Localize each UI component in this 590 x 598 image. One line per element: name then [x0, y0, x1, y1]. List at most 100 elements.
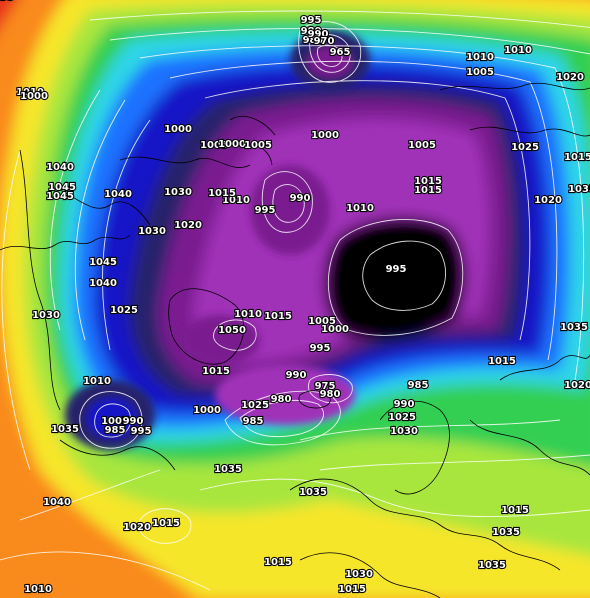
- isobar-label: 1015: [202, 366, 230, 377]
- isobar-label: 1010: [24, 584, 52, 595]
- coast-north-america: [0, 234, 131, 251]
- coast-hudson: [59, 189, 151, 226]
- isobar: [239, 400, 324, 437]
- coast-europe-south: [299, 552, 441, 598]
- isobar-label: 1000: [164, 124, 192, 135]
- isobar-label: 1005: [244, 140, 272, 151]
- isobar-label: 1035: [51, 424, 79, 435]
- isobar: [102, 119, 151, 351]
- isobar-label: 1020: [564, 380, 590, 391]
- isobar: [224, 390, 341, 446]
- isobar-label: 1020: [174, 220, 202, 231]
- isobar-label: 1005: [200, 140, 228, 151]
- isobar: [139, 45, 585, 381]
- isobar-label: 1015: [414, 185, 442, 196]
- isobar-label: 1015: [208, 188, 236, 199]
- isobar-label: 975: [315, 381, 336, 392]
- coast-north-america-west: [19, 149, 61, 411]
- isobar-label: 1010: [504, 45, 532, 56]
- isobar-label: 970: [314, 36, 335, 47]
- isobar-label: 1050: [218, 325, 246, 336]
- coast-scandinavia: [379, 401, 450, 495]
- isobar-label: 1000: [20, 91, 48, 102]
- isobar-label: 1010: [16, 87, 44, 98]
- isobar-label: 1040: [104, 189, 132, 200]
- isobar-label: 1025: [241, 400, 269, 411]
- isobar-label: 995: [310, 343, 331, 354]
- isobar: [138, 508, 192, 544]
- isobar: [49, 89, 101, 331]
- isobar-label: 1000: [321, 324, 349, 335]
- low-patch-greenland-sea: [215, 365, 355, 425]
- isobar-label: 1015: [564, 152, 590, 163]
- isobar-label: 1040: [89, 278, 117, 289]
- isobar-label: 1015: [264, 311, 292, 322]
- isobar-label: 1045: [48, 182, 76, 193]
- isobar-label: 985: [408, 380, 429, 391]
- isobar-lines: [0, 10, 590, 591]
- isobar-label: 990: [290, 193, 311, 204]
- isobar-label: 985: [303, 35, 324, 46]
- isobar: [204, 80, 531, 341]
- isobar-label: 1025: [388, 412, 416, 423]
- low-patch-aleutian-core: [308, 47, 352, 77]
- isobar: [109, 28, 590, 55]
- band-core-low: [324, 217, 466, 340]
- isobar-label: 1010: [222, 195, 250, 206]
- isobar-label: 1030: [164, 187, 192, 198]
- isobar-label: 1015: [338, 584, 366, 595]
- isobar-label: 985: [105, 425, 126, 436]
- isobar-label: 1020: [534, 195, 562, 206]
- isobar-label: 990: [308, 29, 329, 40]
- isobar-label: 1015: [488, 356, 516, 367]
- isobar-label: 990: [286, 370, 307, 381]
- isobar: [79, 391, 143, 449]
- isobar-label: 1035: [299, 487, 327, 498]
- isobar-label: 1000: [193, 405, 221, 416]
- isobar-label: 1010: [346, 203, 374, 214]
- isobar-label: 990: [123, 416, 144, 427]
- isobar-label: 1015: [264, 557, 292, 568]
- isobar: [213, 319, 257, 351]
- isobar: [362, 240, 447, 311]
- isobar-label: 1035: [560, 322, 588, 333]
- isobar-label: 1025: [511, 142, 539, 153]
- isobar-label: 1000: [311, 130, 339, 141]
- coast-siberia-inner: [469, 126, 590, 137]
- coast-europe: [289, 478, 561, 571]
- isobar-label: 995: [386, 264, 407, 275]
- isobar-label: 1000: [218, 139, 246, 150]
- isobar-label: 1035: [478, 560, 506, 571]
- isobar-label: 995: [255, 205, 276, 216]
- isobar-label: 1030: [345, 569, 373, 580]
- isobar: [327, 218, 464, 336]
- isobar-label: 1020: [123, 522, 151, 533]
- low-patch-labrador: [180, 315, 260, 365]
- isobar-label: 1020: [556, 72, 584, 83]
- coast-iceland: [298, 390, 331, 409]
- coast-arctic-islands: [229, 115, 276, 166]
- isobar-label: 1030: [390, 426, 418, 437]
- isobar: [298, 21, 362, 83]
- isobar: [19, 469, 161, 521]
- isobar: [261, 171, 313, 233]
- isobar-label: 995: [131, 426, 152, 437]
- isobar: [1, 149, 31, 471]
- isobar-label: 1005: [408, 140, 436, 151]
- isobar: [299, 419, 561, 441]
- isobar-label: 1010: [234, 309, 262, 320]
- isobar: [309, 34, 351, 73]
- coast-siberia: [439, 82, 590, 91]
- isobar: [74, 99, 126, 341]
- isobar-label: 1040: [43, 497, 71, 508]
- isobar-label: 980: [271, 394, 292, 405]
- isobar-label: 1025: [110, 305, 138, 316]
- isobar: [272, 184, 305, 223]
- low-patch-bering-core: [87, 398, 137, 438]
- isobar-label: 1010: [466, 52, 494, 63]
- isobar-label: 980: [301, 26, 322, 37]
- isobar-label: 1005: [466, 67, 494, 78]
